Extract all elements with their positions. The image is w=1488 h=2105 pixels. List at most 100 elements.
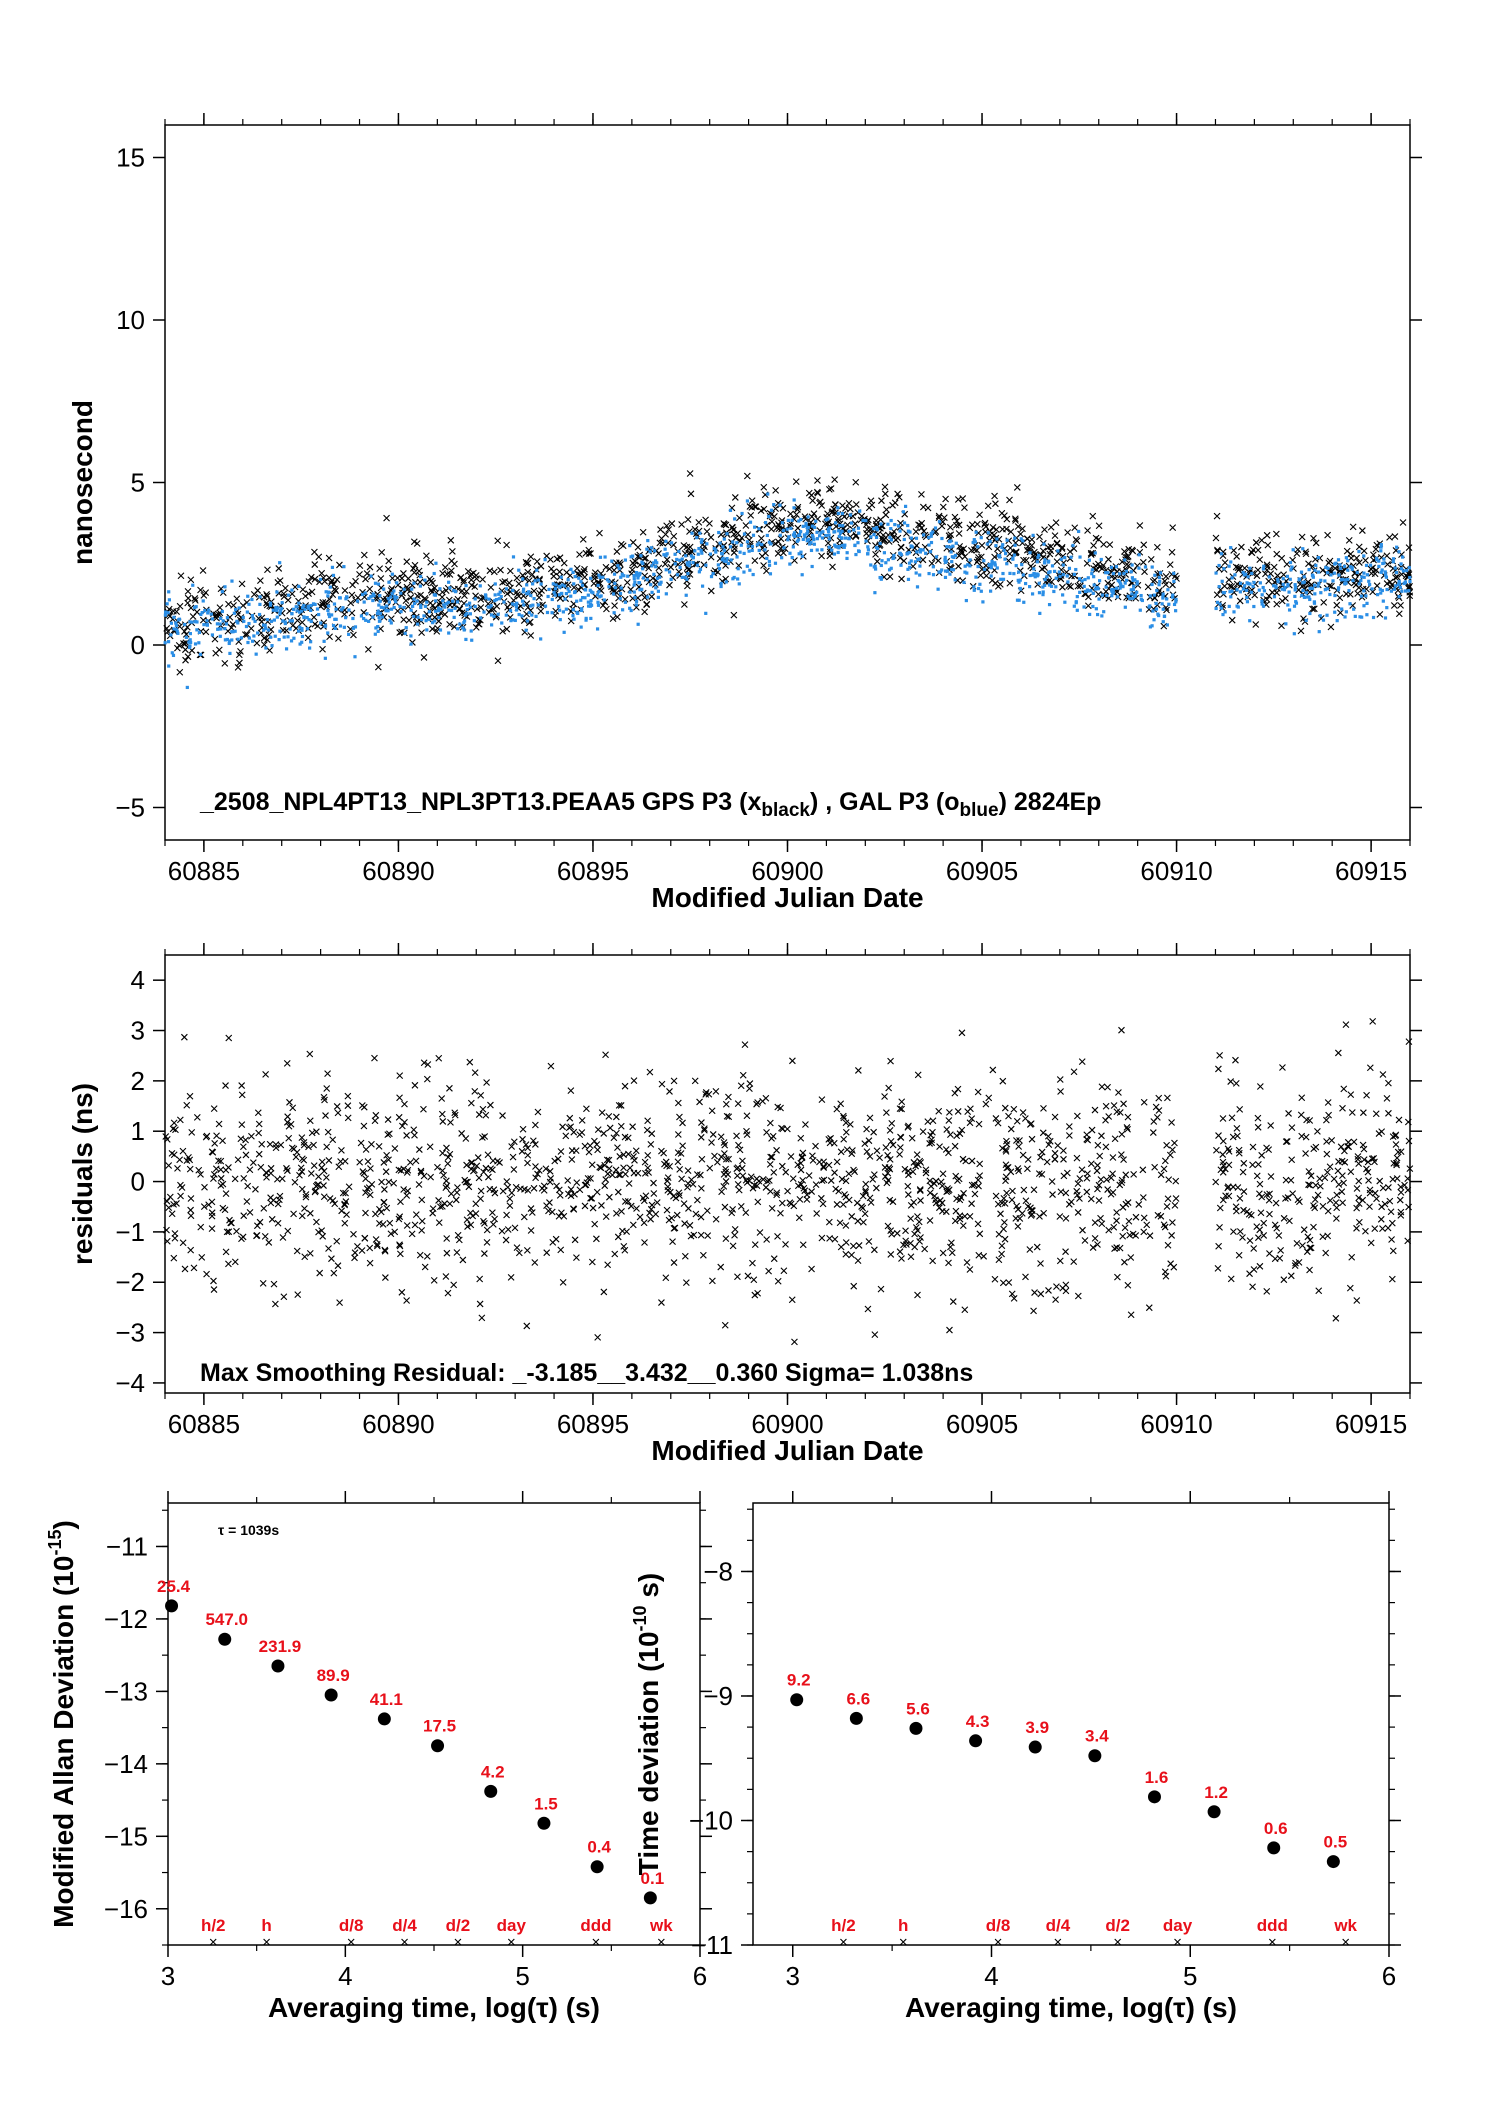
residual-point [755,1177,763,1185]
gal-point [889,566,893,570]
gal-point [878,541,882,546]
gal-point [800,573,804,577]
gal-point [729,558,733,562]
residual-point [960,1189,967,1197]
gal-point [827,545,831,549]
gal-point [1355,570,1359,575]
residual-point [921,1245,929,1253]
gps-point [942,495,949,503]
gps-point [748,497,756,504]
gal-point [1397,581,1402,586]
gal-point [1319,591,1323,595]
gps-point [389,574,396,582]
residual-point [1005,1279,1013,1286]
gal-point [1161,607,1165,611]
residual-point [917,1197,924,1204]
residual-point [838,1175,846,1183]
gps-point [632,604,640,611]
residual-point [1140,1228,1148,1236]
gal-point [1003,557,1007,561]
gal-point [909,559,913,563]
gal-point [1000,545,1004,550]
gal-point [1301,588,1305,593]
time-mark [657,1938,665,1946]
residual-point [475,1111,483,1118]
gal-point [818,534,822,538]
gal-point [906,577,911,581]
gal-point [275,608,279,613]
gps-point [1346,590,1354,598]
gps-point [423,552,430,560]
gal-point [1302,595,1306,599]
residual-point [831,1235,839,1243]
gal-point [827,537,831,541]
residual-point [342,1189,349,1197]
gal-point [1028,551,1032,555]
time-mark-label: h [261,1916,271,1935]
residual-point [1030,1307,1037,1315]
residual-point [1124,1113,1132,1121]
gal-point [824,533,828,538]
gal-point [218,634,222,638]
y-tick-label: −13 [104,1676,148,1706]
gps-point [1391,533,1399,540]
gal-point [792,531,797,535]
gal-point [559,575,563,579]
residual-point [1091,1219,1099,1226]
gal-point [1304,591,1308,595]
gal-point [176,631,180,635]
gps-point [1297,627,1305,635]
gps-point [521,575,529,583]
gal-point [1380,588,1384,593]
gal-point [979,589,983,593]
residual-point [283,1167,291,1175]
gal-point [233,629,237,633]
gps-point [199,616,207,624]
gps-point [591,569,599,576]
residual-point [1219,1115,1227,1122]
gal-point [561,610,565,614]
gps-point [747,512,755,519]
residual-point [222,1082,229,1089]
gps-point [487,584,495,591]
residual-point [1348,1109,1356,1116]
residual-point [507,1273,515,1281]
residual-point [594,1334,602,1341]
residual-point [869,1175,877,1183]
gal-point [1135,590,1139,594]
gal-point [646,595,650,599]
residual-point [185,1154,192,1161]
gal-point [1131,578,1135,583]
gal-point [1150,624,1154,628]
residual-point [380,1159,388,1166]
gal-point [1244,588,1249,592]
residual-point [613,1210,620,1217]
residual-point [809,1156,817,1164]
gal-point [1147,605,1151,609]
gal-point [1332,571,1336,575]
gal-point [579,625,583,629]
gps-point [280,593,288,601]
gal-point [1403,589,1408,593]
gps-point [384,565,392,573]
gal-point [398,604,402,608]
gal-point [344,616,348,620]
y-axis-title-exponent: -15 [45,1529,65,1555]
gps-point [1023,535,1031,543]
gal-point [379,605,383,609]
residual-point [1404,1237,1412,1245]
residual-point [1288,1124,1296,1131]
gps-point [1232,563,1240,571]
gal-point [1035,560,1039,564]
gal-point [989,574,993,578]
residual-point [778,1162,786,1170]
residual-point [1139,1194,1147,1201]
gal-point [1292,604,1297,608]
gps-point [648,593,656,600]
residual-point [910,1159,918,1166]
gal-point [654,586,658,590]
residual-point [1038,1171,1046,1178]
gal-point [799,517,803,522]
residual-point [1392,1159,1400,1167]
residual-point [1319,1202,1327,1210]
